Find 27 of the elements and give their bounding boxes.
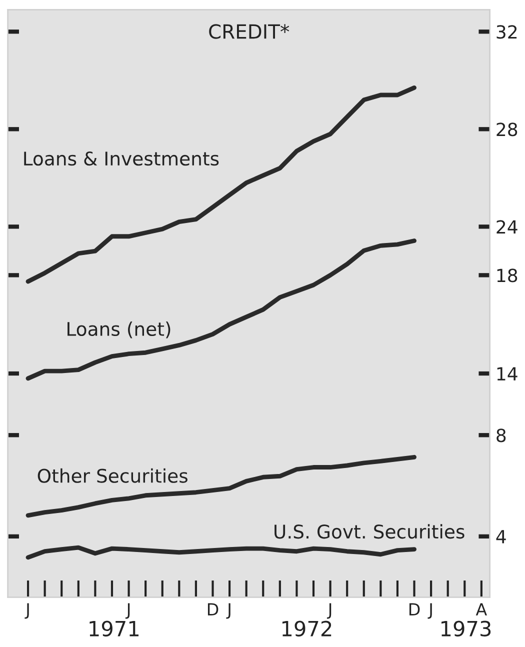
series-label: Other Securities [38,468,188,483]
x-tick-label: D [409,603,420,616]
y3-tick-label: 32 [496,25,517,39]
x-tick-label: D [208,603,218,616]
y3-tick-label: 28 [496,122,518,136]
legend-label: Loans & Investments [24,151,219,166]
y-tick-label: 8 [496,428,506,442]
text: 1973 [442,620,491,636]
x-tick-label: J [326,603,332,619]
x-tick-label: A [476,603,487,616]
x-tick-label: J [428,603,432,619]
text: CREDIT* [209,24,290,39]
series-label: Loans (net) [68,322,170,338]
y2-tick-label: 14 [497,367,518,380]
line-series [26,238,416,381]
x-tick-label: J [125,603,130,619]
x-tick-label: J [24,603,29,619]
text: 1971 [90,620,138,636]
y-tick-label: 4 [496,530,506,544]
y3-tick-label: 24 [496,220,518,234]
y2-tick-label: 18 [497,268,518,282]
text: 1972 [282,620,332,636]
series-label: U.S. Govt. Securities [274,524,464,539]
line-series [26,454,416,518]
line-series [26,545,416,560]
x-tick-label: J [226,603,230,619]
line-series [26,85,416,284]
